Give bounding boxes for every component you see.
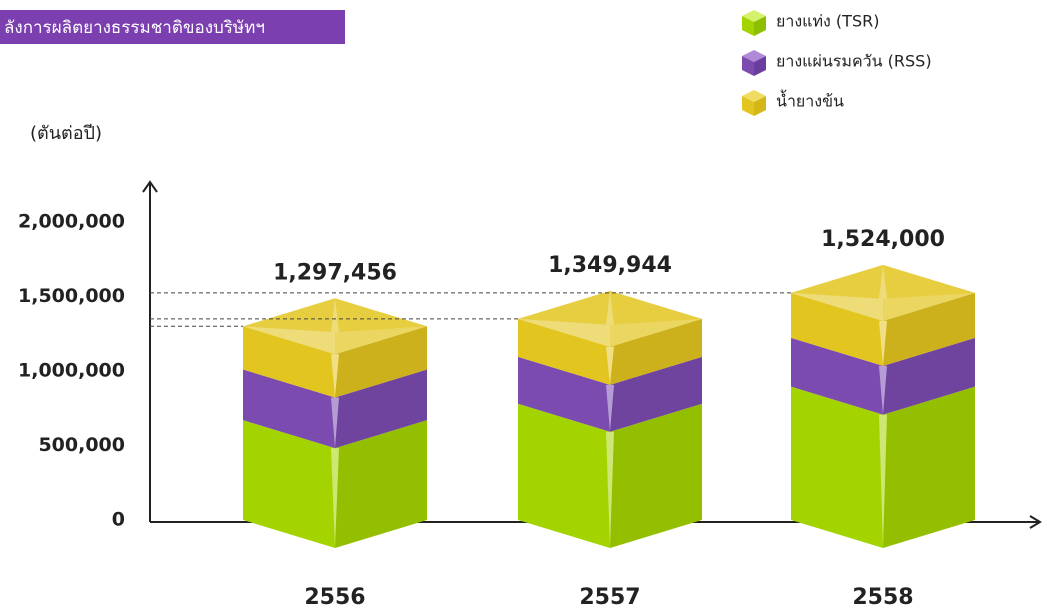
- box-segment: [243, 298, 427, 398]
- box-segment: [518, 403, 702, 548]
- edge-highlight: [879, 365, 887, 415]
- top-highlight: [879, 264, 887, 299]
- left-face: [518, 356, 610, 432]
- edge-highlight: [606, 384, 614, 432]
- top-highlight: [883, 292, 975, 321]
- left-face: [243, 369, 335, 449]
- x-axis-arrow: [1029, 515, 1042, 529]
- top-highlight: [518, 318, 610, 347]
- edge-highlight: [331, 397, 339, 449]
- y-tick-label: 500,000: [38, 434, 125, 456]
- box-segment: [518, 290, 702, 385]
- total-label: 1,524,000: [821, 227, 945, 252]
- left-face: [518, 403, 610, 548]
- legend-label: ยางแผ่นรมควัน (RSS): [776, 52, 932, 71]
- edge-highlight: [331, 354, 339, 398]
- right-face: [335, 420, 427, 548]
- legend-icon: [742, 10, 766, 36]
- y-axis-arrow: [142, 180, 158, 193]
- y-tick-label: 0: [112, 509, 125, 531]
- right-face: [883, 386, 975, 548]
- right-face: [610, 318, 702, 385]
- legend: ยางแท่ง (TSR) ยางแผ่นรมควัน (RSS) น้ำยาง…: [742, 10, 932, 116]
- x-tick-label: 2556: [304, 585, 365, 610]
- legend-icon: [742, 50, 766, 76]
- box-segment: [791, 337, 975, 415]
- y-tick-label: 1,500,000: [18, 285, 125, 307]
- box-segment: [518, 356, 702, 432]
- right-face: [883, 292, 975, 366]
- edge-highlight: [879, 414, 887, 548]
- total-label: 1,349,944: [548, 253, 672, 278]
- x-tick-label: 2558: [852, 585, 913, 610]
- y-tick-label: 2,000,000: [18, 211, 125, 233]
- legend-label: ยางแท่ง (TSR): [776, 12, 879, 31]
- left-face: [791, 337, 883, 415]
- left-face: [791, 386, 883, 548]
- box-segment: [243, 369, 427, 449]
- right-face: [335, 326, 427, 398]
- top-highlight: [791, 292, 883, 321]
- y-tick-label: 1,000,000: [18, 360, 125, 382]
- box-segment: [243, 420, 427, 548]
- edge-highlight: [879, 320, 887, 366]
- edge-highlight: [606, 431, 614, 548]
- left-face: [518, 318, 610, 385]
- top-highlight: [335, 326, 427, 355]
- right-face: [610, 403, 702, 548]
- edge-highlight: [606, 346, 614, 385]
- box-segment: [791, 264, 975, 366]
- left-face: [243, 420, 335, 548]
- top-highlight: [243, 326, 335, 355]
- right-face: [883, 337, 975, 415]
- edge-highlight: [331, 448, 339, 548]
- title-banner: [0, 10, 345, 44]
- top-highlight: [331, 298, 339, 333]
- box-segment: [791, 386, 975, 548]
- legend-label: น้ำยางข้น: [776, 90, 844, 111]
- total-label: 1,297,456: [273, 260, 397, 285]
- y-axis-label: (ตันต่อปี): [30, 123, 102, 144]
- top-highlight: [606, 290, 614, 325]
- left-face: [791, 292, 883, 366]
- chart-title: ลังการผลิตยางธรรมชาติของบริษัทฯ: [4, 18, 265, 38]
- top-highlight: [610, 318, 702, 347]
- right-face: [610, 356, 702, 432]
- x-tick-label: 2557: [579, 585, 640, 610]
- right-face: [335, 369, 427, 449]
- legend-icon: [742, 90, 766, 116]
- left-face: [243, 326, 335, 398]
